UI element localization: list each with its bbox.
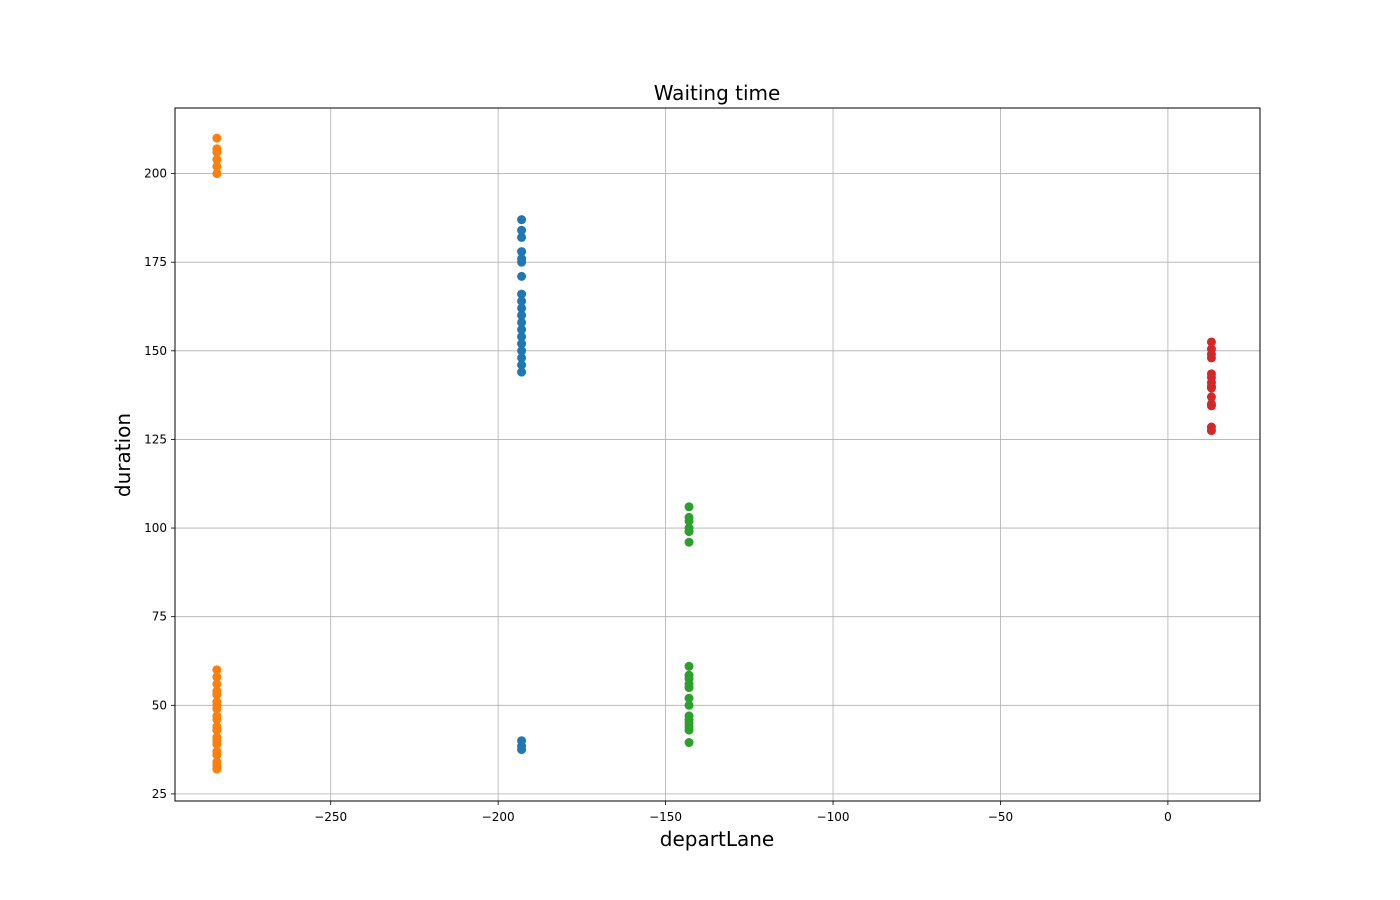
data-point	[517, 271, 527, 281]
x-axis-ticks: −250 −200 −150 −100 −50 0	[314, 801, 1172, 824]
data-point	[517, 332, 527, 342]
data-point	[212, 725, 222, 735]
grid	[175, 108, 1260, 801]
data-point	[517, 225, 527, 235]
series-3	[684, 502, 694, 748]
data-point	[212, 161, 222, 171]
data-point	[1206, 337, 1216, 347]
data-point	[212, 154, 222, 164]
data-point	[517, 215, 527, 225]
data-point	[517, 367, 527, 377]
y-tick-label: 125	[144, 432, 167, 446]
data-point	[517, 353, 527, 363]
data-point	[212, 665, 222, 675]
data-point	[1206, 392, 1216, 402]
series-1	[517, 215, 527, 755]
data-point	[684, 693, 694, 703]
data-point	[517, 339, 527, 349]
data-point	[684, 661, 694, 671]
y-tick-label: 75	[152, 610, 167, 624]
y-tick-label: 50	[152, 698, 167, 712]
x-tick-label: −250	[314, 810, 347, 824]
y-axis-label: duration	[111, 413, 135, 497]
data-point	[684, 502, 694, 512]
chart-title: Waiting time	[654, 81, 781, 105]
y-tick-label: 200	[144, 167, 167, 181]
data-point	[517, 325, 527, 335]
data-point	[517, 232, 527, 242]
series-4	[1206, 337, 1216, 436]
data-point	[212, 147, 222, 157]
data-point	[212, 679, 222, 689]
data-point	[517, 360, 527, 370]
data-point	[684, 725, 694, 735]
data-point	[212, 133, 222, 143]
data-point	[517, 289, 527, 299]
data-point	[1206, 401, 1216, 411]
data-point	[1206, 383, 1216, 393]
data-points	[212, 133, 1216, 774]
y-tick-label: 150	[144, 344, 167, 358]
y-axis-ticks: 25 50 75 100 125 150 175 200	[144, 167, 175, 801]
data-point	[212, 739, 222, 749]
data-point	[212, 672, 222, 682]
series-2	[212, 133, 222, 774]
data-point	[517, 317, 527, 327]
data-point	[517, 346, 527, 356]
data-point	[212, 704, 222, 714]
data-point	[684, 537, 694, 547]
data-point	[684, 527, 694, 537]
x-tick-label: −200	[482, 810, 515, 824]
y-tick-label: 25	[152, 787, 167, 801]
data-point	[212, 169, 222, 179]
data-point	[212, 714, 222, 724]
y-tick-label: 100	[144, 521, 167, 535]
data-point	[212, 690, 222, 700]
x-tick-label: 0	[1164, 810, 1172, 824]
x-axis-label: departLane	[660, 827, 774, 851]
data-point	[1206, 353, 1216, 363]
data-point	[517, 296, 527, 306]
data-point	[684, 700, 694, 710]
data-point	[517, 745, 527, 755]
x-tick-label: −100	[817, 810, 850, 824]
data-point	[517, 303, 527, 313]
x-tick-label: −50	[988, 810, 1013, 824]
data-point	[517, 257, 527, 267]
data-point	[212, 764, 222, 774]
data-point	[684, 738, 694, 748]
data-point	[1206, 426, 1216, 436]
data-point	[684, 683, 694, 693]
data-point	[517, 247, 527, 257]
data-point	[684, 516, 694, 526]
plot-frame	[174, 107, 1261, 802]
y-tick-label: 175	[144, 255, 167, 269]
data-point	[517, 310, 527, 320]
data-point	[212, 750, 222, 760]
x-tick-label: −150	[649, 810, 682, 824]
